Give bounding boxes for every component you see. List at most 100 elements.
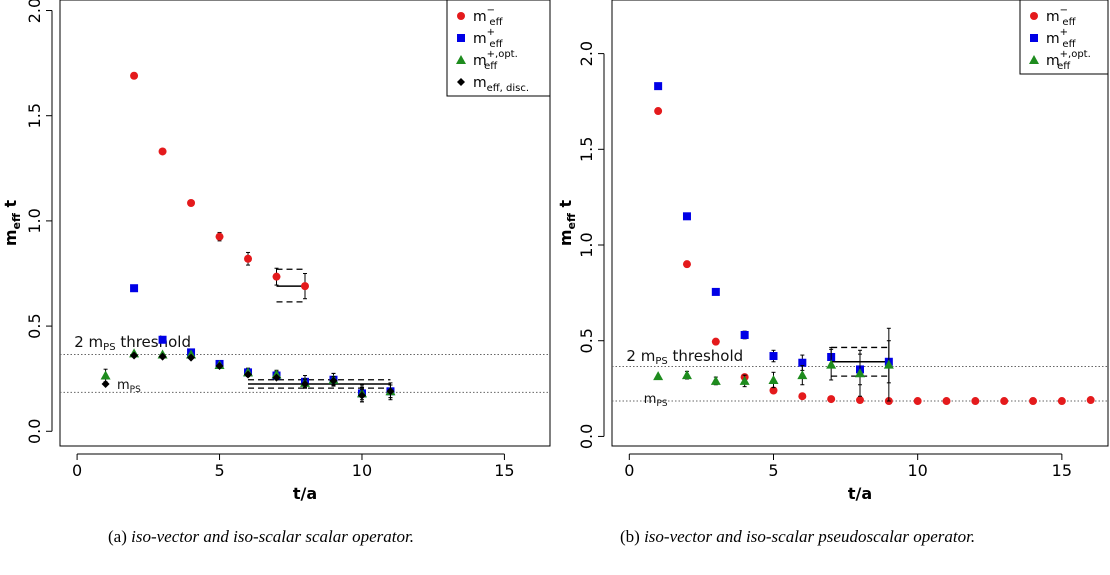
- b-x-tick-label: 15: [1052, 461, 1072, 480]
- a-x-axis-title: t/a: [293, 484, 317, 503]
- b-m_plus-point: [798, 358, 807, 367]
- b-y-tick-label: 0.5: [577, 328, 596, 353]
- a-m_plus-point: [130, 284, 139, 293]
- a-x-tick-label: 15: [494, 461, 514, 480]
- a-m_disc-point: [272, 373, 281, 382]
- b-legend-marker-m_plus_opt: [1029, 55, 1039, 64]
- b-m_minus-point: [654, 107, 663, 116]
- a-legend-label-m_plus: m+ eff: [473, 27, 504, 50]
- a-y-tick-label: 2.0: [25, 0, 44, 23]
- a-y-tick-label: 0.5: [25, 313, 44, 338]
- a-legend-label-m_minus: m− eff: [473, 5, 504, 28]
- b-m_minus-point: [827, 395, 836, 404]
- a-fit-1: [248, 379, 391, 389]
- a-y-tick-label: 1.0: [25, 208, 44, 233]
- b-m_minus-point: [1029, 397, 1038, 406]
- a-legend-label-m_disc: meff, disc.: [473, 75, 529, 94]
- chart-pseudoscalar-operator: 0 5 10 15 t/a 0.0 0.5 1.0 1.5 2.0 meff t 2 mPS thre…: [556, 0, 1109, 503]
- a-m_minus-point: [130, 71, 139, 80]
- a-m_disc-point: [215, 362, 224, 371]
- a-legend-marker-m_minus: [457, 12, 465, 20]
- b-m_minus-point: [942, 397, 951, 406]
- b-y-tick-label: 2.0: [577, 41, 596, 66]
- b-m_plus_opt-point: [681, 370, 692, 380]
- b-x-tick-label: 0: [624, 461, 634, 480]
- b-y-tick-label: 1.0: [577, 232, 596, 257]
- b-m_plus_opt-point: [826, 359, 837, 369]
- a-plot-frame: [59, 0, 551, 447]
- b-m_minus-point: [769, 386, 778, 395]
- a-m_disc-point: [187, 353, 196, 362]
- b-y-axis-title: meff t: [556, 200, 578, 247]
- b-m_plus_opt-point: [739, 375, 750, 385]
- a-m_disc-point: [130, 351, 139, 360]
- a-fit-0: [276, 268, 305, 303]
- b-m_plus_opt-point: [653, 371, 664, 381]
- b-legend-label-m_minus: m− eff: [1046, 5, 1077, 28]
- b-plot-frame: [611, 0, 1109, 447]
- b-m_plus_opt-point: [883, 359, 894, 369]
- b-m_minus-point: [913, 397, 922, 406]
- a-m_minus-point: [158, 147, 167, 156]
- caption-a-tag: (a): [108, 527, 127, 546]
- b-legend-label-m_plus: m+ eff: [1046, 27, 1077, 50]
- a-x-tick-label: 0: [72, 461, 82, 480]
- b-m_plus_opt-point: [768, 374, 779, 384]
- a-hline-label-1: mPS: [117, 378, 141, 395]
- caption-a: (a) iso-vector and iso-scalar scalar ope…: [108, 527, 414, 547]
- a-legend-marker-m_disc: [457, 78, 465, 86]
- b-x-tick-label: 5: [768, 461, 778, 480]
- b-m_minus-point: [711, 337, 720, 346]
- a-x-tick-label: 5: [214, 461, 224, 480]
- a-plot-area: 2 mPS threshold mPS: [60, 71, 550, 403]
- a-y-tick-label: 1.5: [25, 103, 44, 128]
- caption-b-text: iso-vector and iso-scalar pseudoscalar o…: [644, 527, 976, 546]
- b-m_minus-point: [1000, 397, 1009, 406]
- b-legend-marker-m_minus: [1030, 12, 1038, 20]
- b-m_minus-point: [971, 397, 980, 406]
- a-series-m_minus: [130, 71, 309, 300]
- b-series-m_plus_opt: [653, 327, 894, 402]
- a-m_disc-point: [329, 376, 338, 385]
- a-m_minus-point: [301, 282, 309, 291]
- a-m_minus-point: [244, 254, 253, 263]
- a-legend-marker-m_plus_opt: [456, 55, 466, 64]
- caption-a-text: iso-vector and iso-scalar scalar operato…: [131, 527, 414, 546]
- a-m_disc-point: [158, 352, 167, 361]
- a-series-m_disc: [101, 351, 395, 403]
- b-m_minus-point: [798, 392, 807, 401]
- a-m_plus_opt-point: [100, 370, 111, 380]
- a-m_minus-point: [187, 199, 196, 208]
- b-m_minus-point: [856, 396, 864, 405]
- b-m_plus-point: [740, 330, 749, 339]
- a-y-tick-label: 0.0: [25, 419, 44, 444]
- a-m_minus-point: [272, 272, 281, 281]
- a-y-axis-title: meff t: [1, 200, 23, 247]
- b-y-tick-label: 1.5: [577, 137, 596, 162]
- a-hline-label-0: 2 mPS threshold: [74, 333, 191, 353]
- chart-scalar-operator: 0 5 10 15 t/a 0.0 0.5 1.0 1.5 2.0 meff t 2 mPS thre…: [1, 0, 551, 503]
- b-m_plus-point: [654, 82, 663, 91]
- a-m_plus-point: [158, 335, 167, 344]
- b-x-axis-title: t/a: [848, 484, 872, 503]
- caption-b: (b) iso-vector and iso-scalar pseudoscal…: [620, 527, 975, 547]
- b-m_plus-point: [711, 287, 720, 296]
- b-y-tick-label: 0.0: [577, 424, 596, 449]
- a-legend-marker-m_plus: [457, 34, 465, 42]
- b-hline-label-1: mPS: [644, 392, 668, 409]
- b-plot-area: 2 mPS threshold mPS: [612, 82, 1108, 409]
- b-series-m_plus: [654, 82, 893, 386]
- b-legend-label-m_plus_opt: m+,opt. eff: [1046, 49, 1091, 72]
- b-m_minus-point: [1086, 396, 1095, 405]
- b-m_plus_opt-point: [710, 375, 721, 385]
- caption-b-tag: (b): [620, 527, 640, 546]
- b-m_plus_opt-point: [855, 368, 865, 378]
- b-m_minus-point: [1057, 397, 1066, 406]
- b-m_plus_opt-point: [797, 370, 808, 380]
- b-m_plus-point: [769, 352, 778, 361]
- b-x-tick-label: 10: [907, 461, 927, 480]
- b-legend-marker-m_plus: [1030, 34, 1038, 42]
- b-m_minus-point: [682, 260, 691, 269]
